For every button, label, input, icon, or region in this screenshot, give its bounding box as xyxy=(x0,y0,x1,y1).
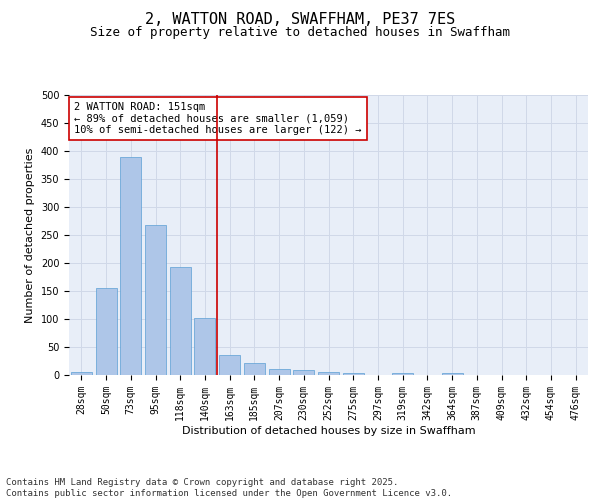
Bar xyxy=(219,355,240,375)
Bar xyxy=(392,373,413,375)
Bar xyxy=(343,374,364,375)
Text: Size of property relative to detached houses in Swaffham: Size of property relative to detached ho… xyxy=(90,26,510,39)
Bar xyxy=(170,267,191,375)
Bar xyxy=(318,372,339,375)
Text: 2, WATTON ROAD, SWAFFHAM, PE37 7ES: 2, WATTON ROAD, SWAFFHAM, PE37 7ES xyxy=(145,12,455,28)
Bar xyxy=(194,318,215,375)
Bar xyxy=(145,225,166,375)
Bar xyxy=(269,369,290,375)
Bar xyxy=(244,362,265,375)
Bar xyxy=(293,370,314,375)
Text: Contains HM Land Registry data © Crown copyright and database right 2025.
Contai: Contains HM Land Registry data © Crown c… xyxy=(6,478,452,498)
Bar xyxy=(95,288,116,375)
X-axis label: Distribution of detached houses by size in Swaffham: Distribution of detached houses by size … xyxy=(182,426,475,436)
Bar xyxy=(120,156,141,375)
Bar xyxy=(442,373,463,375)
Y-axis label: Number of detached properties: Number of detached properties xyxy=(25,148,35,322)
Bar xyxy=(71,372,92,375)
Text: 2 WATTON ROAD: 151sqm
← 89% of detached houses are smaller (1,059)
10% of semi-d: 2 WATTON ROAD: 151sqm ← 89% of detached … xyxy=(74,102,362,135)
